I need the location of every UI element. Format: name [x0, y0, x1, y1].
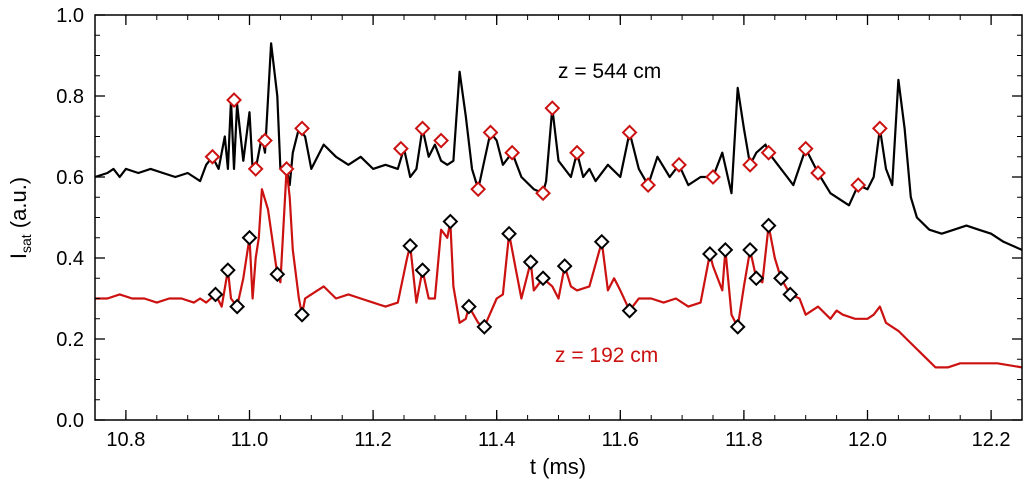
- series-line-1: [95, 167, 1022, 369]
- series-lines: [95, 42, 1022, 369]
- series-marker-1: [621, 302, 638, 319]
- series-marker-1: [414, 262, 431, 279]
- series-marker-0: [810, 165, 826, 181]
- series-marker-0: [257, 132, 273, 149]
- series-marker-0: [414, 120, 431, 137]
- series-marker-1: [219, 262, 236, 279]
- series-marker-0: [621, 124, 638, 141]
- series-marker-1: [269, 266, 286, 283]
- x-tick-label: 11.0: [231, 429, 268, 451]
- y-axis-label-rest: (a.u.): [6, 177, 31, 234]
- series-marker-0: [760, 144, 777, 161]
- y-axis-label-main: I: [6, 253, 31, 259]
- series-marker-1: [294, 306, 310, 323]
- y-tick-label: 0.0: [56, 410, 84, 432]
- series-marker-0: [569, 144, 585, 161]
- series-marker-0: [247, 160, 264, 177]
- series-marker-0: [742, 156, 758, 173]
- series-marker-0: [797, 140, 814, 157]
- x-axis: 10.8 11.0 11.2 11.4 11.6 11.8 12.0 12.2: [94, 15, 1023, 451]
- series-marker-1: [729, 318, 746, 335]
- series-marker-1: [748, 270, 765, 287]
- series-marker-1: [556, 258, 573, 275]
- x-tick-label: 11.2: [354, 429, 391, 451]
- series-line-0: [95, 42, 1022, 251]
- x-axis-label: t (ms): [530, 454, 586, 479]
- series-marker-1: [717, 241, 734, 258]
- series-marker-0: [226, 92, 242, 108]
- x-tick-label: 11.4: [478, 429, 515, 451]
- series-marker-0: [433, 132, 449, 149]
- series-marker-0: [278, 160, 295, 177]
- series-markers: [204, 92, 888, 335]
- series-marker-1: [476, 318, 493, 335]
- y-tick-label: 0.4: [56, 248, 84, 270]
- series-marker-0: [504, 144, 521, 161]
- series-marker-1: [742, 241, 758, 258]
- series-marker-1: [442, 213, 459, 230]
- series-marker-0: [850, 177, 867, 194]
- series-marker-1: [760, 217, 777, 234]
- series-marker-0: [482, 124, 499, 141]
- series-marker-0: [535, 185, 551, 202]
- y-tick-label: 0.6: [56, 167, 84, 189]
- series-marker-1: [701, 246, 718, 262]
- x-tick-label: 11.6: [602, 429, 639, 451]
- series-marker-0: [705, 169, 721, 185]
- series-marker-1: [229, 298, 246, 315]
- series-marker-1: [207, 286, 224, 303]
- series-label-lower: z = 192 cm: [555, 344, 658, 367]
- series-marker-1: [773, 270, 789, 287]
- series-marker-1: [241, 229, 258, 246]
- series-marker-0: [294, 120, 310, 137]
- series-marker-1: [782, 286, 799, 303]
- series-marker-0: [204, 148, 221, 165]
- series-marker-1: [593, 233, 610, 250]
- series-marker-0: [470, 181, 487, 198]
- series-marker-0: [671, 156, 687, 173]
- y-tick-label: 1.0: [56, 5, 84, 27]
- x-tick-label: 10.8: [106, 429, 145, 451]
- series-marker-1: [402, 237, 419, 254]
- series-marker-1: [501, 225, 517, 242]
- x-tick-label: 11.8: [725, 429, 762, 451]
- x-tick-label: 12.0: [848, 429, 887, 451]
- y-axis: 0.0 0.2 0.4 0.6 0.8 1.0: [56, 5, 1022, 432]
- series-marker-1: [460, 298, 477, 315]
- series-marker-0: [640, 177, 657, 194]
- series-marker-0: [392, 140, 409, 157]
- x-tick-label: 12.2: [972, 429, 1011, 451]
- series-marker-0: [544, 100, 561, 117]
- y-axis-label: Isat (a.u.): [6, 177, 34, 259]
- series-marker-1: [522, 254, 539, 270]
- y-axis-label-sub: sat: [18, 234, 34, 253]
- series-marker-1: [535, 270, 551, 287]
- series-marker-0: [871, 120, 888, 137]
- series-label-upper: z = 544 cm: [558, 60, 661, 83]
- y-tick-label: 0.2: [56, 329, 84, 351]
- y-tick-label: 0.8: [56, 86, 84, 108]
